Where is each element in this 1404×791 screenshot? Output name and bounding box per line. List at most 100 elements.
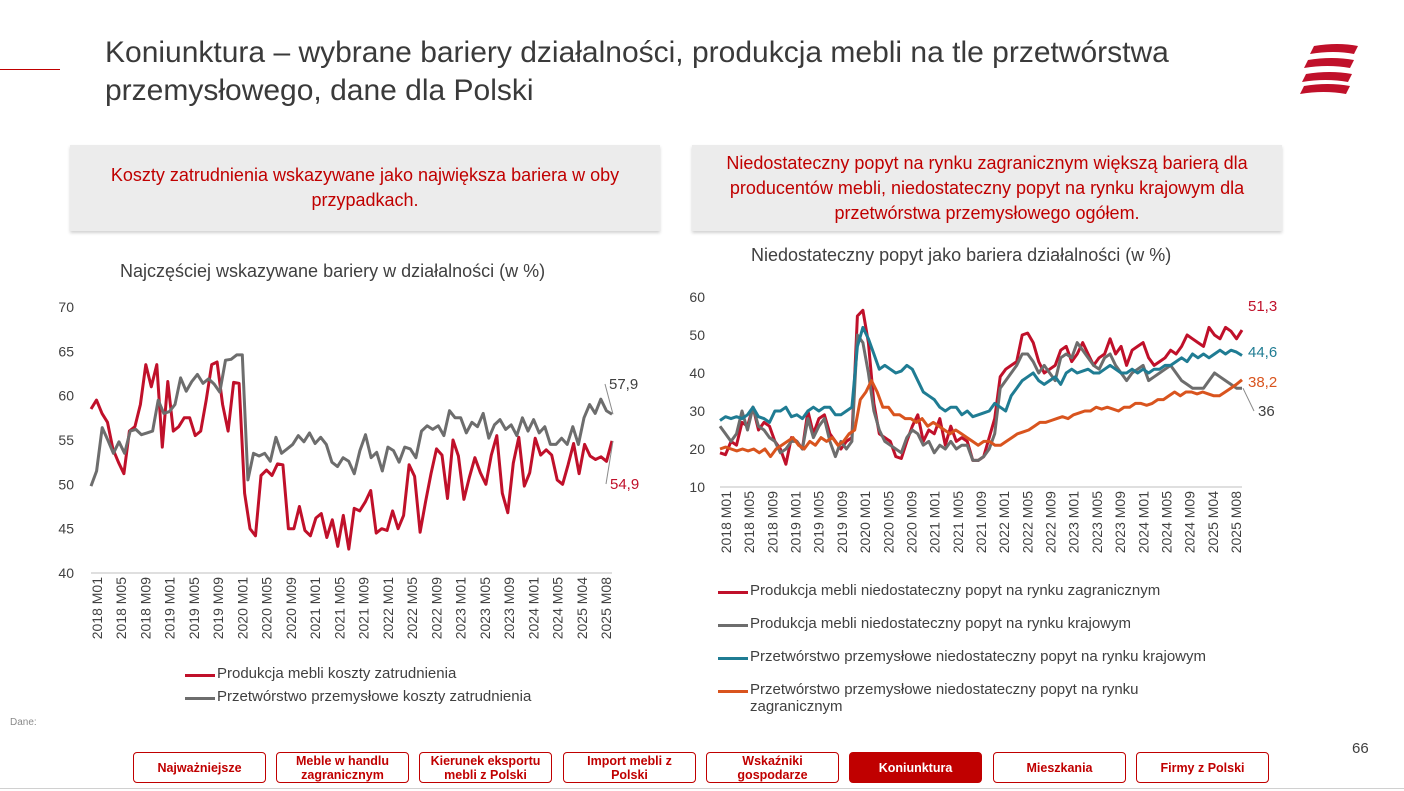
y-tick-label: 40 <box>58 565 74 581</box>
left-legend: Produkcja mebli koszty zatrudnienia Prze… <box>185 665 531 711</box>
x-tick-label: 2023 M05 <box>1089 491 1105 553</box>
y-tick-label: 70 <box>58 299 74 315</box>
y-tick-label: 20 <box>689 441 705 457</box>
x-tick-label: 2023 M09 <box>501 577 517 639</box>
x-tick-label: 2023 M09 <box>1112 491 1128 553</box>
legend-swatch <box>718 624 748 627</box>
legend-item-orange: Przetwórstwo przemysłowe niedostateczny … <box>718 681 1278 715</box>
legend-item-red: Produkcja mebli niedostateczny popyt na … <box>718 582 1278 599</box>
legend-item-gray: Produkcja mebli niedostateczny popyt na … <box>718 615 1278 632</box>
x-tick-label: 2024 M09 <box>1182 491 1198 553</box>
legend-label: Produkcja mebli niedostateczny popyt na … <box>750 615 1132 632</box>
callout-right-text: Niedostateczny popyt na rynku zagraniczn… <box>726 152 1248 223</box>
x-tick-label: 2020 M09 <box>903 491 919 553</box>
legend-swatch <box>718 690 748 693</box>
series-line-teal <box>719 325 1243 424</box>
series-line-gray <box>89 353 613 487</box>
x-tick-label: 2020 M01 <box>857 491 873 553</box>
y-tick-label: 55 <box>58 432 74 448</box>
x-tick-label: 2018 M09 <box>137 577 153 639</box>
y-tick-label: 60 <box>58 388 74 404</box>
x-tick-label: 2022 M09 <box>1043 491 1059 553</box>
end-label-red: 54,9 <box>610 476 639 493</box>
x-tick-label: 2025 M08 <box>598 577 614 639</box>
x-tick-label: 2018 M05 <box>113 577 129 639</box>
x-tick-label: 2018 M05 <box>741 491 757 553</box>
callout-right: Niedostateczny popyt na rynku zagraniczn… <box>692 145 1282 231</box>
x-tick-label: 2019 M09 <box>834 491 850 553</box>
x-tick-label: 2021 M09 <box>356 577 372 639</box>
left-chart: 40 45 50 55 60 65 70 2018 M01 2018 M05 2018 M09 20… <box>58 299 639 639</box>
x-tick-label: 2024 M01 <box>1135 491 1151 553</box>
x-tick-label: 2025 M08 <box>1228 491 1244 553</box>
x-tick-label: 2020 M01 <box>234 577 250 639</box>
nav-button-firmy[interactable]: Firmy z Polski <box>1136 752 1269 783</box>
x-tick-label: 2020 M05 <box>880 491 896 553</box>
x-tick-label: 2021 M01 <box>927 491 943 553</box>
y-tick-label: 10 <box>689 479 705 495</box>
nav-button-mieszkania[interactable]: Mieszkania <box>993 752 1126 783</box>
nav-button-wskazniki[interactable]: Wskaźniki gospodarze <box>706 752 839 783</box>
nav-button-import-mebli[interactable]: Import mebli z Polski <box>563 752 696 783</box>
end-label-leader <box>604 383 614 415</box>
series-line-red <box>89 360 614 551</box>
bottom-rule <box>0 788 1404 789</box>
left-chart-title: Najczęściej wskazywane bariery w działal… <box>120 261 546 281</box>
legend-item-red: Produkcja mebli koszty zatrudnienia <box>185 665 531 682</box>
x-tick-label: 2022 M05 <box>404 577 420 639</box>
footnote: Dane: <box>10 717 37 728</box>
series-line-orange <box>719 378 1243 459</box>
x-tick-label: 2018 M01 <box>718 491 734 553</box>
x-tick-label: 2019 M09 <box>210 577 226 639</box>
end-label-gray: 57,9 <box>609 376 638 393</box>
legend-label: Przetwórstwo przemysłowe niedostateczny … <box>750 681 1139 715</box>
nav-button-kierunek-eksportu[interactable]: Kierunek eksportu mebli z Polski <box>419 752 552 783</box>
y-tick-label: 60 <box>689 289 705 305</box>
x-tick-label: 2023 M05 <box>477 577 493 639</box>
right-chart-title: Niedostateczny popyt jako bariera działa… <box>751 245 1172 265</box>
x-tick-label: 2023 M01 <box>453 577 469 639</box>
legend-label: Produkcja mebli koszty zatrudnienia <box>217 665 457 682</box>
x-tick-label: 2022 M01 <box>996 491 1012 553</box>
legend-swatch <box>185 674 215 677</box>
x-tick-label: 2022 M09 <box>428 577 444 639</box>
x-tick-label: 2024 M01 <box>525 577 541 639</box>
end-label-leader <box>1242 387 1255 412</box>
legend-swatch <box>718 657 748 660</box>
page-number: 66 <box>1352 740 1369 757</box>
legend-swatch <box>185 697 215 700</box>
x-tick-label: 2021 M05 <box>331 577 347 639</box>
y-tick-label: 50 <box>58 476 74 492</box>
end-label-gray: 36 <box>1258 403 1275 420</box>
title-accent-line <box>0 69 60 70</box>
x-tick-label: 2025 M04 <box>574 577 590 639</box>
nav-button-meble-w-handlu[interactable]: Meble w handlu zagranicznym <box>276 752 409 783</box>
x-tick-label: 2024 M05 <box>550 577 566 639</box>
x-tick-label: 2025 M04 <box>1205 491 1221 553</box>
callout-left-text: Koszty zatrudnienia wskazywane jako najw… <box>110 165 620 210</box>
nav-button-koniunktura[interactable]: Koniunktura <box>849 752 982 783</box>
y-tick-label: 65 <box>58 343 74 359</box>
series-line-gray <box>718 333 1242 462</box>
x-tick-label: 2020 M09 <box>283 577 299 639</box>
nav-button-najwazniejsze[interactable]: Najważniejsze <box>133 752 266 783</box>
x-tick-label: 2021 M05 <box>950 491 966 553</box>
legend-item-teal: Przetwórstwo przemysłowe niedostateczny … <box>718 648 1278 665</box>
x-tick-label: 2019 M01 <box>788 491 804 553</box>
y-tick-label: 40 <box>689 365 705 381</box>
x-tick-label: 2021 M09 <box>973 491 989 553</box>
x-tick-label: 2023 M01 <box>1066 491 1082 553</box>
legend-label: Przetwórstwo przemysłowe niedostateczny … <box>750 648 1207 665</box>
brand-logo <box>1300 44 1358 94</box>
right-legend: Produkcja mebli niedostateczny popyt na … <box>718 582 1278 731</box>
x-tick-label: 2019 M05 <box>811 491 827 553</box>
end-label-orange: 38,2 <box>1248 374 1277 391</box>
x-tick-label: 2018 M09 <box>764 491 780 553</box>
legend-item-gray: Przetwórstwo przemysłowe koszty zatrudni… <box>185 688 531 705</box>
x-tick-label: 2024 M05 <box>1158 491 1174 553</box>
end-label-leader <box>605 440 614 485</box>
x-tick-label: 2022 M05 <box>1019 491 1035 553</box>
y-tick-label: 30 <box>689 403 705 419</box>
x-tick-label: 2021 M01 <box>307 577 323 639</box>
callout-left: Koszty zatrudnienia wskazywane jako najw… <box>70 145 660 231</box>
